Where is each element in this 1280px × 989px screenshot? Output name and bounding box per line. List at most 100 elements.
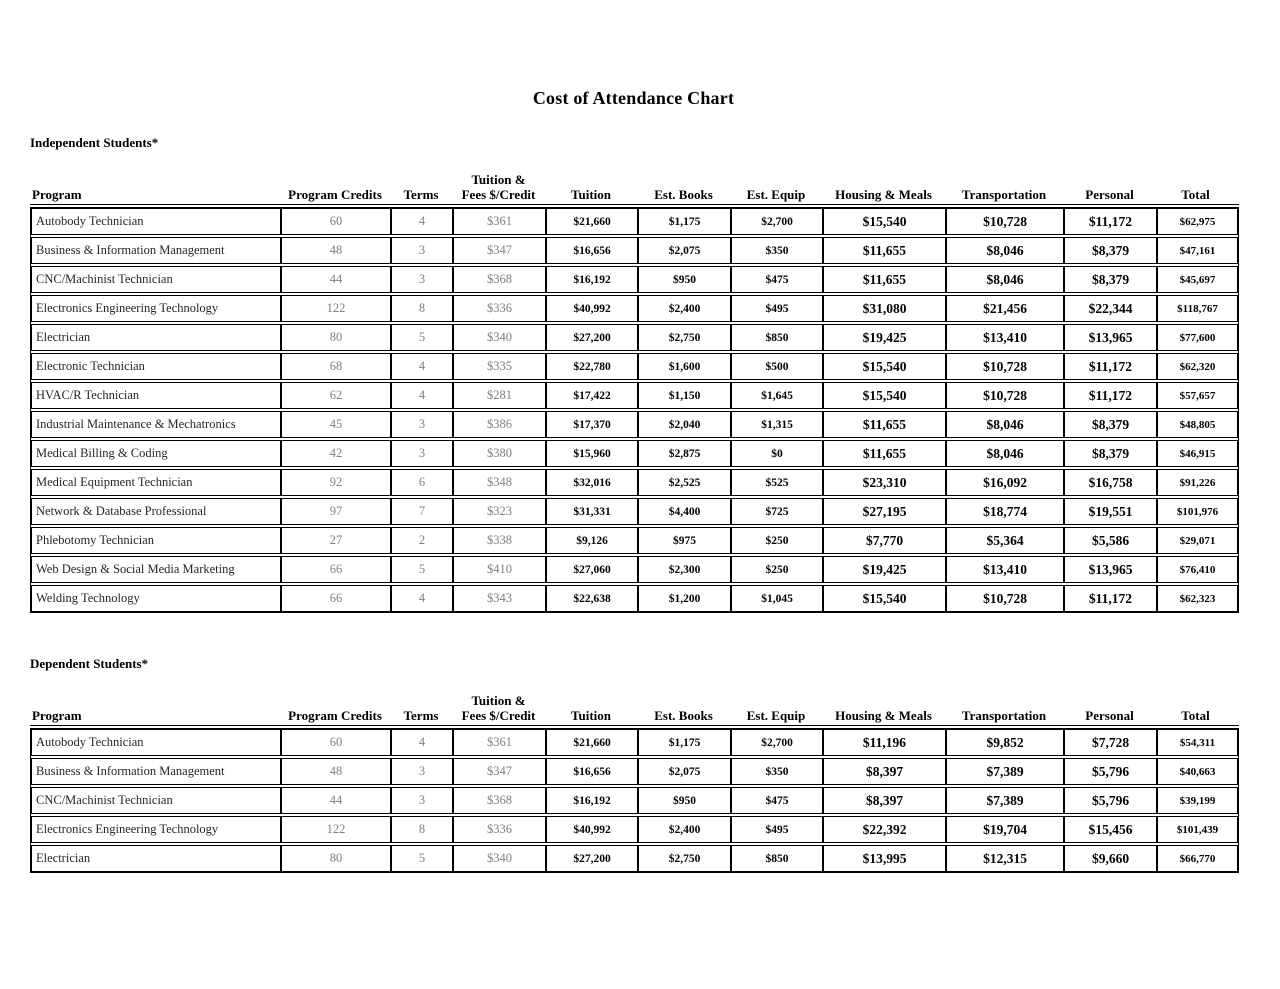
table-cell: 3 xyxy=(392,759,454,784)
table-row: Electrician 80 5 $340 $27,200 $2,750 $850 $19,4… xyxy=(31,324,1238,351)
table-cell: $48,805 xyxy=(1179,418,1216,431)
table-cell: $15,456 xyxy=(1065,817,1158,842)
section-heading-independent: Independent Students* xyxy=(30,135,159,150)
table-cell: $8,046 xyxy=(947,412,1065,437)
table-cell: $16,092 xyxy=(947,470,1065,495)
table-cell: Industrial Maintenance & Mechatronics xyxy=(32,412,282,437)
table-cell: $8,046 xyxy=(947,441,1065,466)
table-cell: 5 xyxy=(392,325,454,350)
table-cell: $101,439 xyxy=(1176,823,1219,836)
table-cell: $13,410 xyxy=(947,325,1065,350)
table-cell: $21,456 xyxy=(947,296,1065,321)
table-row: Network & Database Professional 97 7 $323 $3… xyxy=(31,498,1238,525)
table-cell: $17,370 xyxy=(547,412,639,437)
table-cell: $19,551 xyxy=(1065,499,1158,524)
table-cell: 48 xyxy=(282,238,392,263)
table-cell: $22,638 xyxy=(547,586,639,611)
table-cell: $975 xyxy=(639,528,732,553)
table-cell: 66 xyxy=(282,586,392,611)
column-header: Personal xyxy=(1085,187,1134,202)
column-header: Housing & Meals xyxy=(835,187,932,202)
table-cell: CNC/Machinist Technician xyxy=(32,267,282,292)
table-cell: $16,656 xyxy=(547,759,639,784)
table-cell: $11,655 xyxy=(824,267,947,292)
table-cell: $45,697 xyxy=(1179,273,1216,286)
table-row: Electronics Engineering Technology 122 8 $3… xyxy=(31,816,1238,843)
table-cell: $2,400 xyxy=(639,296,732,321)
table-cell: $16,758 xyxy=(1065,470,1158,495)
table-cell: 6 xyxy=(392,470,454,495)
table-cell: 27 xyxy=(282,528,392,553)
table-cell: $10,728 xyxy=(947,586,1065,611)
table-cell: $386 xyxy=(454,412,547,437)
table-row: HVAC/R Technician 62 4 $281 $17,422 $1,150 $1,… xyxy=(31,382,1238,409)
table-cell: $343 xyxy=(454,586,547,611)
table-cell: 4 xyxy=(392,730,454,755)
table-cell: $380 xyxy=(454,441,547,466)
table-row: Electrician 80 5 $340 $27,200 $2,750 $850 $13,9… xyxy=(31,845,1238,872)
table-cell: $5,796 xyxy=(1065,759,1158,784)
table-cell: 3 xyxy=(392,441,454,466)
section-heading-dependent: Dependent Students* xyxy=(30,656,149,671)
table-cell: $11,172 xyxy=(1065,586,1158,611)
table-cell: $62,323 xyxy=(1179,592,1216,605)
table-cell: $850 xyxy=(732,325,824,350)
table-cell: $15,540 xyxy=(824,354,947,379)
table-cell: $11,196 xyxy=(824,730,947,755)
table-cell: $338 xyxy=(454,528,547,553)
table-cell: $2,040 xyxy=(639,412,732,437)
table-cell: Electrician xyxy=(32,846,282,871)
table-cell: $27,200 xyxy=(547,325,639,350)
table-cell: $19,704 xyxy=(947,817,1065,842)
table-cell: $410 xyxy=(454,557,547,582)
table-cell: Autobody Technician xyxy=(32,730,282,755)
table-cell: $15,540 xyxy=(824,586,947,611)
table-cell: $23,310 xyxy=(824,470,947,495)
table-cell: $12,315 xyxy=(947,846,1065,871)
table-cell: $16,192 xyxy=(547,788,639,813)
table-cell: $5,364 xyxy=(947,528,1065,553)
column-header: Est. Books xyxy=(654,187,713,202)
table-cell: $475 xyxy=(732,267,824,292)
table-row: Web Design & Social Media Marketing 66 5 $4… xyxy=(31,556,1238,583)
table-cell: $8,046 xyxy=(947,238,1065,263)
table-cell: 5 xyxy=(392,846,454,871)
table-cell: $323 xyxy=(454,499,547,524)
table-cell: $21,660 xyxy=(547,730,639,755)
table-cell: $500 xyxy=(732,354,824,379)
table-row: Electronics Engineering Technology 122 8 $3… xyxy=(31,295,1238,322)
table-cell: $348 xyxy=(454,470,547,495)
independent-students-table: Program Program Credits Terms Tuition & Fee… xyxy=(30,172,1239,613)
table-cell: $27,200 xyxy=(547,846,639,871)
table-cell: $2,300 xyxy=(639,557,732,582)
table-cell: 4 xyxy=(392,209,454,234)
table-cell: 4 xyxy=(392,383,454,408)
table-cell: Electrician xyxy=(32,325,282,350)
table-cell: Business & Information Management xyxy=(32,759,282,784)
table-cell: CNC/Machinist Technician xyxy=(32,788,282,813)
column-header: Program Credits xyxy=(288,708,382,723)
table-row: Electronic Technician 68 4 $335 $22,780 $1,60… xyxy=(31,353,1238,380)
table-cell: 8 xyxy=(392,296,454,321)
table-cell: 97 xyxy=(282,499,392,524)
table-cell: $350 xyxy=(732,759,824,784)
column-header: Transportation xyxy=(961,708,1047,723)
table-cell: $15,540 xyxy=(824,209,947,234)
table-cell: $8,379 xyxy=(1065,441,1158,466)
column-header: Tuition & Fees $/Credit xyxy=(461,172,536,202)
column-header: Terms xyxy=(403,187,439,202)
table-cell: 42 xyxy=(282,441,392,466)
table-cell: $16,656 xyxy=(547,238,639,263)
table-header-row: Program Program Credits Terms Tuition & Fee… xyxy=(30,693,1239,726)
table-row: Business & Information Management 48 3 $347… xyxy=(31,237,1238,264)
table-cell: 68 xyxy=(282,354,392,379)
table-cell: $118,767 xyxy=(1177,302,1218,315)
table-cell: 92 xyxy=(282,470,392,495)
table-cell: $22,344 xyxy=(1065,296,1158,321)
table-cell: $1,200 xyxy=(639,586,732,611)
table-cell: 80 xyxy=(282,325,392,350)
column-header: Personal xyxy=(1085,708,1134,723)
table-cell: Welding Technology xyxy=(32,586,282,611)
table-row: Autobody Technician 60 4 $361 $21,660 $1,175 $… xyxy=(31,208,1238,235)
table-cell: $11,172 xyxy=(1065,354,1158,379)
